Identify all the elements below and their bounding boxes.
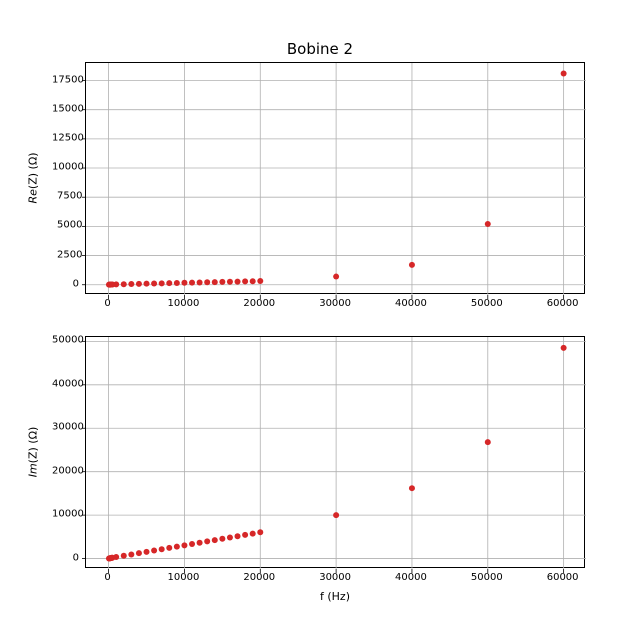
data-point <box>212 279 218 285</box>
chart-svg-bottom <box>86 337 586 569</box>
data-point <box>250 531 256 537</box>
ytick-label: 0 <box>72 278 79 289</box>
figure: Bobine 2 0100002000030000400005000060000… <box>0 0 640 640</box>
ytick-label: 2500 <box>57 249 79 260</box>
data-point <box>219 279 225 285</box>
data-point <box>174 544 180 550</box>
data-point <box>166 545 172 551</box>
xtick-label: 10000 <box>168 298 200 309</box>
data-point <box>257 529 263 535</box>
xtick-label: 0 <box>104 298 110 309</box>
ytick-label: 5000 <box>57 220 79 231</box>
data-point <box>189 541 195 547</box>
ytick-label: 12500 <box>52 132 79 143</box>
data-point <box>227 279 233 285</box>
data-point <box>197 540 203 546</box>
data-point <box>561 71 567 77</box>
data-point <box>219 536 225 542</box>
data-point <box>151 281 157 287</box>
xlabel: f (Hz) <box>320 590 350 603</box>
data-point <box>151 548 157 554</box>
data-point <box>227 535 233 541</box>
ytick-label: 30000 <box>52 422 79 433</box>
data-point <box>242 532 248 538</box>
data-point <box>174 280 180 286</box>
data-point <box>128 281 134 287</box>
data-point <box>121 281 127 287</box>
xtick-label: 40000 <box>395 572 427 583</box>
data-point <box>181 280 187 286</box>
xtick-label: 60000 <box>547 572 579 583</box>
data-point <box>333 274 339 280</box>
data-point <box>197 279 203 285</box>
data-point <box>159 280 165 286</box>
data-point <box>144 549 150 555</box>
ytick-label: 10000 <box>52 162 79 173</box>
data-point <box>136 281 142 287</box>
data-point <box>121 553 127 559</box>
figure-title: Bobine 2 <box>287 40 353 58</box>
chart-panel-top <box>85 62 585 294</box>
data-point <box>485 439 491 445</box>
xtick-label: 20000 <box>243 298 275 309</box>
data-point <box>166 280 172 286</box>
data-point <box>181 542 187 548</box>
chart-svg-top <box>86 63 586 295</box>
ytick-label: 17500 <box>52 74 79 85</box>
xtick-label: 30000 <box>319 298 351 309</box>
data-point <box>561 345 567 351</box>
data-point <box>204 538 210 544</box>
data-point <box>204 279 210 285</box>
xtick-label: 50000 <box>471 298 503 309</box>
data-point <box>159 546 165 552</box>
data-point <box>136 550 142 556</box>
xtick-label: 30000 <box>319 572 351 583</box>
data-point <box>333 512 339 518</box>
data-point <box>409 262 415 268</box>
grid <box>86 63 586 295</box>
chart-panel-bottom <box>85 336 585 568</box>
ytick-label: 10000 <box>52 509 79 520</box>
grid <box>86 337 586 569</box>
ytick-label: 0 <box>72 552 79 563</box>
data-point <box>113 281 119 287</box>
ytick-label: 40000 <box>52 378 79 389</box>
data-point <box>212 537 218 543</box>
data-point <box>235 533 241 539</box>
data-point <box>113 554 119 560</box>
data-point <box>235 279 241 285</box>
ylabel-top: Re(Z) (Ω) <box>27 152 40 203</box>
data-point <box>242 278 248 284</box>
xtick-label: 50000 <box>471 572 503 583</box>
data-point <box>250 278 256 284</box>
xtick-label: 20000 <box>243 572 275 583</box>
data-point <box>485 221 491 227</box>
ylabel-bottom: Im(Z) (Ω) <box>27 427 40 478</box>
data-point <box>128 551 134 557</box>
data-point <box>144 281 150 287</box>
xtick-label: 10000 <box>168 572 200 583</box>
ytick-label: 7500 <box>57 191 79 202</box>
ytick-label: 15000 <box>52 103 79 114</box>
xtick-label: 40000 <box>395 298 427 309</box>
data-point <box>409 485 415 491</box>
xtick-label: 0 <box>104 572 110 583</box>
xtick-label: 60000 <box>547 298 579 309</box>
data-point <box>257 278 263 284</box>
ytick-label: 50000 <box>52 335 79 346</box>
data-point <box>189 280 195 286</box>
ytick-label: 20000 <box>52 465 79 476</box>
